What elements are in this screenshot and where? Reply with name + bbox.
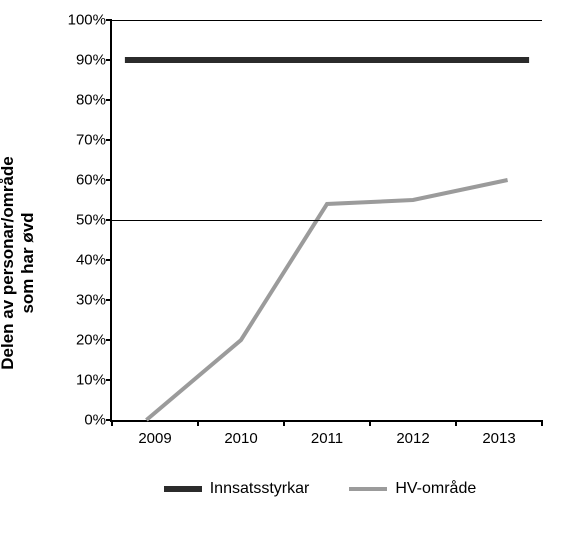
legend-item: Innsatsstyrkar — [164, 480, 310, 498]
x-tick-mark — [283, 420, 285, 426]
gridline — [112, 220, 542, 221]
x-tick-label: 2011 — [311, 430, 343, 447]
y-tick-mark — [106, 99, 112, 101]
x-tick-mark — [111, 420, 113, 426]
y-tick-mark — [106, 59, 112, 61]
legend-swatch — [349, 487, 387, 491]
y-tick-label: 0% — [84, 412, 106, 429]
y-tick-label: 60% — [76, 172, 106, 189]
x-tick-mark — [369, 420, 371, 426]
x-tick-label: 2012 — [396, 430, 429, 447]
x-tick-label: 2009 — [138, 430, 171, 447]
legend-item: HV-område — [349, 480, 476, 498]
gridline — [112, 20, 542, 21]
y-tick-mark — [106, 179, 112, 181]
x-tick-mark — [541, 420, 543, 426]
x-tick-label: 2013 — [482, 430, 515, 447]
y-tick-mark — [106, 299, 112, 301]
y-tick-label: 90% — [76, 52, 106, 69]
x-tick-mark — [455, 420, 457, 426]
y-tick-mark — [106, 339, 112, 341]
y-tick-mark — [106, 379, 112, 381]
y-tick-label: 70% — [76, 132, 106, 149]
legend-label: HV-område — [395, 480, 476, 498]
legend-label: Innsatsstyrkar — [210, 480, 310, 498]
y-tick-label: 30% — [76, 292, 106, 309]
y-tick-label: 80% — [76, 92, 106, 109]
y-tick-label: 40% — [76, 252, 106, 269]
y-tick-label: 50% — [76, 212, 106, 229]
plot-area: 0%10%20%30%40%50%60%70%80%90%100%2009201… — [110, 20, 542, 422]
y-tick-label: 100% — [68, 12, 106, 29]
series-line — [146, 180, 507, 420]
legend: Innsatsstyrkar HV-område — [100, 480, 540, 498]
chart-container: Delen av personar/område som har øvd 0%1… — [0, 0, 575, 533]
legend-swatch — [164, 486, 202, 492]
x-tick-mark — [197, 420, 199, 426]
x-tick-label: 2010 — [224, 430, 257, 447]
y-tick-mark — [106, 139, 112, 141]
y-tick-label: 20% — [76, 332, 106, 349]
y-axis-label: Delen av personar/område som har øvd — [0, 156, 38, 370]
y-tick-mark — [106, 259, 112, 261]
y-tick-label: 10% — [76, 372, 106, 389]
